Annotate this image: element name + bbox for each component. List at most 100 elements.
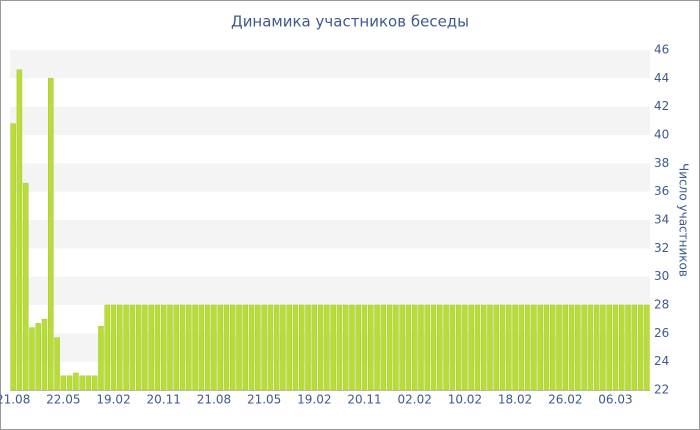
grid-band <box>10 276 650 305</box>
x-tick-label: 19.02 <box>96 393 130 407</box>
bar <box>637 304 644 391</box>
bar <box>518 304 525 391</box>
bar <box>625 304 631 391</box>
bar <box>575 304 581 391</box>
bar <box>593 304 600 391</box>
y-tick-label: 30 <box>654 269 669 283</box>
bar <box>110 304 117 391</box>
bar <box>255 304 261 391</box>
x-tick-label: 06.03 <box>598 393 632 407</box>
y-tick-label: 22 <box>654 383 669 397</box>
bar <box>418 304 424 391</box>
bar <box>242 304 249 391</box>
bar <box>549 304 556 391</box>
bar <box>192 304 198 391</box>
y-axis-title: Число участников <box>677 163 691 277</box>
x-tick-label: 21.05 <box>247 393 281 407</box>
bar <box>342 304 349 391</box>
y-tick-label: 32 <box>654 241 669 255</box>
bar <box>167 304 173 391</box>
bar <box>468 304 474 391</box>
bar <box>66 375 73 391</box>
grid-band <box>10 220 650 249</box>
bar <box>644 304 650 391</box>
bar <box>443 304 449 391</box>
grid-band <box>10 333 650 362</box>
bar <box>393 304 399 391</box>
bar <box>349 304 355 391</box>
bar <box>411 304 418 391</box>
bar <box>619 304 625 391</box>
bar <box>142 304 148 391</box>
bar <box>299 304 305 391</box>
y-tick-label: 40 <box>654 128 669 142</box>
bar <box>524 304 531 391</box>
bar <box>211 304 217 391</box>
bar <box>581 304 587 391</box>
x-tick-label: 26.02 <box>548 393 582 407</box>
bar <box>587 304 594 391</box>
x-tick-label: 20.11 <box>347 393 381 407</box>
bar <box>455 304 462 391</box>
x-tick-label: 21.08 <box>197 393 231 407</box>
bar <box>556 304 562 391</box>
bar <box>154 304 161 391</box>
bar <box>311 304 318 391</box>
bar <box>273 304 280 391</box>
bar <box>531 304 537 391</box>
y-tick-label: 44 <box>654 71 669 85</box>
bar <box>280 304 286 391</box>
bar <box>499 304 506 391</box>
bar <box>248 304 255 391</box>
bar <box>336 304 343 391</box>
x-tick-label: 19.02 <box>297 393 331 407</box>
bar <box>267 304 274 391</box>
bar <box>474 304 481 391</box>
bar <box>612 304 619 391</box>
bar <box>606 304 612 391</box>
bar <box>261 304 267 391</box>
grid-band <box>10 106 650 135</box>
grid-band <box>10 305 650 334</box>
x-tick-label: 20.11 <box>147 393 181 407</box>
y-tick-label: 26 <box>654 326 669 340</box>
bar <box>85 375 92 391</box>
bar <box>48 78 54 391</box>
y-tick-label: 24 <box>654 354 669 368</box>
bar <box>430 304 437 391</box>
bar <box>368 304 374 391</box>
bar <box>10 123 16 391</box>
bar <box>537 304 543 391</box>
y-tick-label: 46 <box>654 43 669 57</box>
x-tick-label: 18.02 <box>498 393 532 407</box>
bar <box>16 69 23 391</box>
y-tick-label: 36 <box>654 184 669 198</box>
bar <box>236 304 242 391</box>
bar <box>79 375 85 391</box>
x-tick-label: 21.08 <box>0 393 30 407</box>
bar <box>317 304 324 391</box>
chart-title: Динамика участников беседы <box>231 13 469 31</box>
bar <box>449 304 456 391</box>
bar <box>386 304 393 391</box>
bar <box>186 304 192 391</box>
bar <box>631 304 638 391</box>
bar <box>73 372 79 391</box>
bar <box>330 304 336 391</box>
bar <box>292 304 299 391</box>
bar <box>98 326 104 391</box>
y-tick-label: 28 <box>654 298 669 312</box>
bar <box>179 304 186 391</box>
bar <box>305 304 311 391</box>
bar <box>217 304 223 391</box>
bar <box>41 318 48 391</box>
x-tick-label: 10.02 <box>448 393 482 407</box>
bar <box>543 304 550 391</box>
bar <box>198 304 205 391</box>
bar <box>493 304 500 391</box>
bar <box>361 304 368 391</box>
y-tick-label: 42 <box>654 99 669 113</box>
bar <box>123 304 129 391</box>
bar <box>35 323 41 391</box>
